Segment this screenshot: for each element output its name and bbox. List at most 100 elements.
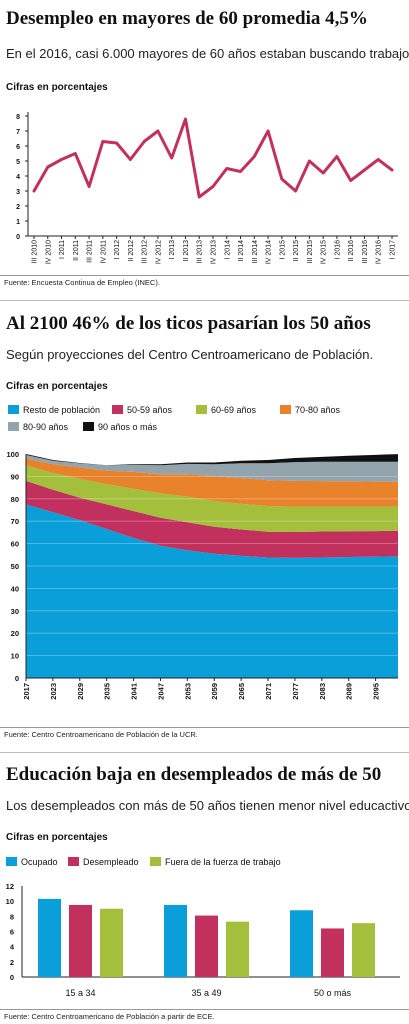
area-resto [26, 504, 398, 678]
chart1-source: Fuente: Encuesta Continua de Empleo (INE… [4, 278, 160, 287]
y-tick-label: 2 [10, 958, 14, 967]
data-point [170, 157, 173, 159]
y-tick-label: 3 [16, 189, 20, 196]
bar-ocupado [290, 910, 313, 977]
legend-swatch [150, 857, 161, 866]
x-tick-label: III 2014 [252, 240, 259, 263]
y-tick-label: 0 [16, 234, 20, 241]
chart3-subtitle: Los desempleados con más de 50 años tien… [6, 798, 409, 813]
x-tick-label: 2059 [210, 683, 219, 700]
data-point [46, 166, 49, 168]
section-divider [0, 300, 409, 301]
chart3-bar-chart: Ocupado Desempleado Fuera de la fuerza de … [6, 857, 400, 998]
chart2-units-label: Cifras en porcentajes [6, 381, 108, 392]
area-a60_69 [26, 465, 398, 532]
x-tick-label: I 2016 [334, 240, 341, 260]
y-tick-label: 4 [10, 943, 15, 952]
y-tick-label: 5 [16, 159, 20, 166]
x-tick-label: 2089 [345, 683, 354, 700]
category-label: 15 a 34 [65, 988, 95, 998]
data-point [88, 185, 91, 188]
data-point [225, 167, 228, 170]
y-tick-label: 30 [11, 607, 19, 616]
y-tick-label: 6 [16, 144, 20, 151]
x-tick-label: IV 2014 [266, 240, 273, 264]
x-tick-label: II 2011 [73, 240, 80, 261]
data-point [322, 172, 325, 174]
x-tick-label: II 2012 [128, 240, 135, 262]
chart2-title: Al 2100 46% de los ticos pasarían los 50… [6, 313, 371, 334]
x-tick-label: I 2011 [59, 240, 66, 259]
legend-swatch [8, 405, 19, 414]
area-a50_59 [26, 480, 398, 558]
data-point [156, 130, 159, 132]
y-tick-label: 90 [11, 472, 19, 481]
legend-label: 80-90 años [23, 422, 69, 432]
bar-fuera [100, 908, 123, 977]
data-point [198, 196, 201, 198]
x-tick-label: IV 2012 [155, 240, 162, 264]
y-tick-label: 4 [16, 174, 20, 181]
bar-fuera [226, 921, 249, 977]
chart1-source-rule [0, 275, 409, 276]
data-point [33, 190, 35, 192]
x-tick-label: I 2015 [279, 240, 286, 260]
data-point [212, 185, 214, 188]
chart2-area-chart: Resto de población 50-59 años 60-69 años 70… [6, 405, 398, 700]
legend-swatch [112, 405, 123, 414]
y-tick-label: 40 [11, 584, 19, 593]
x-tick-label: I 2013 [169, 240, 176, 260]
y-tick-label: 10 [6, 897, 14, 906]
y-tick-label: 10 [11, 652, 19, 661]
x-tick-label: III 2011 [87, 240, 94, 263]
x-tick-label: III 2010 [32, 240, 39, 263]
x-tick-label: I 2012 [114, 240, 121, 260]
y-tick-label: 100 [6, 450, 19, 459]
legend-label: Ocupado [21, 857, 58, 867]
y-tick-label: 2 [16, 204, 20, 211]
y-tick-label: 70 [11, 517, 19, 526]
chart2-subtitle: Según proyecciones del Centro Centroamer… [6, 347, 374, 362]
x-tick-label: IV 2016 [376, 240, 383, 264]
y-tick-label: 60 [11, 540, 19, 549]
data-point [143, 140, 146, 143]
legend-swatch [196, 405, 207, 414]
legend-label: 50-59 años [127, 405, 173, 415]
data-point [349, 179, 352, 182]
y-tick-label: 8 [16, 114, 20, 121]
y-tick-label: 6 [10, 928, 14, 937]
data-point [280, 178, 283, 180]
section-divider [0, 752, 409, 753]
data-point [253, 155, 256, 158]
data-point [335, 155, 338, 158]
legend-swatch [280, 405, 291, 414]
legend-swatch [83, 422, 94, 431]
chart3-units-label: Cifras en porcentajes [6, 832, 108, 843]
legend-label: Resto de población [23, 405, 100, 415]
x-tick-label: 2053 [183, 683, 192, 700]
x-tick-label: 2029 [76, 683, 85, 700]
chart1-subtitle: En el 2016, casi 6.000 mayores de 60 año… [6, 46, 409, 61]
series-line [32, 117, 394, 199]
y-tick-label: 20 [11, 629, 19, 638]
x-tick-label: 2065 [237, 683, 246, 700]
y-tick-label: 50 [11, 562, 19, 571]
x-tick-label: I 2014 [224, 240, 231, 260]
data-point [308, 160, 311, 162]
x-tick-label: IV 2015 [321, 240, 328, 264]
x-tick-label: II 2013 [183, 240, 190, 262]
data-point [115, 142, 118, 144]
legend-swatch [6, 857, 17, 866]
data-point [267, 130, 270, 132]
bar-desempleado [69, 904, 92, 977]
x-tick-label: 2047 [156, 683, 165, 700]
chart3-title: Educación baja en desempleados de más de… [6, 764, 382, 785]
x-tick-label: III 2015 [307, 240, 314, 263]
x-tick-label: II 2015 [293, 240, 300, 262]
x-tick-label: 2041 [130, 683, 139, 700]
category-label: 35 a 49 [191, 988, 221, 998]
y-tick-label: 80 [11, 495, 19, 504]
legend-label: Desempleado [83, 857, 139, 867]
chart3-source: Fuente: Centro Centroamericano de Poblac… [4, 1012, 215, 1021]
x-tick-label: 2071 [264, 683, 273, 700]
